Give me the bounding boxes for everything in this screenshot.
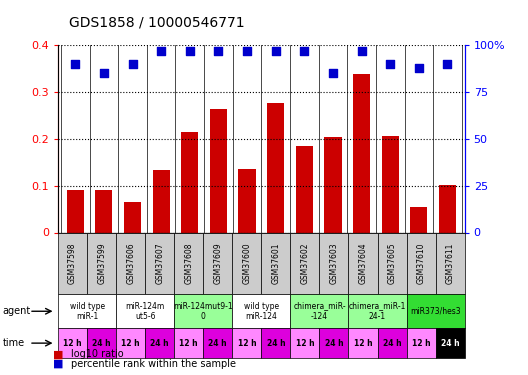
Text: 12 h: 12 h <box>121 339 140 348</box>
Text: GSM37609: GSM37609 <box>213 243 222 284</box>
Text: miR-124m
ut5-6: miR-124m ut5-6 <box>126 302 165 321</box>
Point <box>100 70 108 76</box>
Point <box>214 48 223 54</box>
Text: GSM37605: GSM37605 <box>388 243 397 284</box>
Text: 24 h: 24 h <box>383 339 401 348</box>
Text: wild type
miR-124: wild type miR-124 <box>244 302 279 321</box>
Text: 24 h: 24 h <box>92 339 111 348</box>
Bar <box>210 109 227 232</box>
Text: 24 h: 24 h <box>267 339 285 348</box>
Text: GSM37598: GSM37598 <box>68 243 77 284</box>
Text: GSM37602: GSM37602 <box>300 243 309 284</box>
Text: log10 ratio: log10 ratio <box>71 350 124 359</box>
Text: GSM37606: GSM37606 <box>126 243 135 284</box>
Text: 24 h: 24 h <box>325 339 343 348</box>
Text: GSM37611: GSM37611 <box>446 243 455 284</box>
Text: GSM37610: GSM37610 <box>417 243 426 284</box>
Text: chimera_miR-
-124: chimera_miR- -124 <box>293 302 346 321</box>
Bar <box>153 170 169 232</box>
Bar <box>410 207 428 232</box>
Text: 24 h: 24 h <box>150 339 169 348</box>
Point <box>71 61 80 67</box>
Point <box>243 48 251 54</box>
Text: miR373/hes3: miR373/hes3 <box>410 307 461 316</box>
Text: GSM37601: GSM37601 <box>271 243 280 284</box>
Point <box>300 48 308 54</box>
Text: 24 h: 24 h <box>441 339 459 348</box>
Bar <box>124 202 141 232</box>
Text: 12 h: 12 h <box>354 339 372 348</box>
Point <box>157 48 165 54</box>
Text: ■: ■ <box>53 350 63 359</box>
Bar <box>181 132 199 232</box>
Text: 24 h: 24 h <box>209 339 227 348</box>
Point <box>271 48 280 54</box>
Bar <box>67 190 84 232</box>
Point <box>414 64 423 70</box>
Point <box>185 48 194 54</box>
Text: 12 h: 12 h <box>412 339 430 348</box>
Bar <box>382 136 399 232</box>
Bar <box>324 137 342 232</box>
Point <box>329 70 337 76</box>
Text: percentile rank within the sample: percentile rank within the sample <box>71 359 237 369</box>
Text: agent: agent <box>3 306 31 316</box>
Text: GSM37604: GSM37604 <box>359 243 367 284</box>
Bar <box>439 185 456 232</box>
Text: 12 h: 12 h <box>63 339 82 348</box>
Bar <box>267 103 284 232</box>
Text: GSM37599: GSM37599 <box>97 243 106 284</box>
Text: GSM37608: GSM37608 <box>184 243 193 284</box>
Bar <box>296 146 313 232</box>
Text: 12 h: 12 h <box>296 339 314 348</box>
Point <box>386 61 394 67</box>
Point <box>357 48 366 54</box>
Point <box>128 61 137 67</box>
Text: 12 h: 12 h <box>238 339 256 348</box>
Text: miR-124mut9-1
0: miR-124mut9-1 0 <box>174 302 233 321</box>
Text: GSM37607: GSM37607 <box>155 243 164 284</box>
Point <box>443 61 451 67</box>
Text: chimera_miR-1
24-1: chimera_miR-1 24-1 <box>349 302 406 321</box>
Text: ■: ■ <box>53 359 63 369</box>
Bar <box>239 169 256 232</box>
Text: GSM37603: GSM37603 <box>329 243 338 284</box>
Bar <box>353 74 370 232</box>
Text: GDS1858 / 10000546771: GDS1858 / 10000546771 <box>69 15 244 29</box>
Text: wild type
miR-1: wild type miR-1 <box>70 302 105 321</box>
Bar <box>95 190 112 232</box>
Text: GSM37600: GSM37600 <box>242 243 251 284</box>
Text: 12 h: 12 h <box>180 339 198 348</box>
Text: time: time <box>3 338 25 348</box>
